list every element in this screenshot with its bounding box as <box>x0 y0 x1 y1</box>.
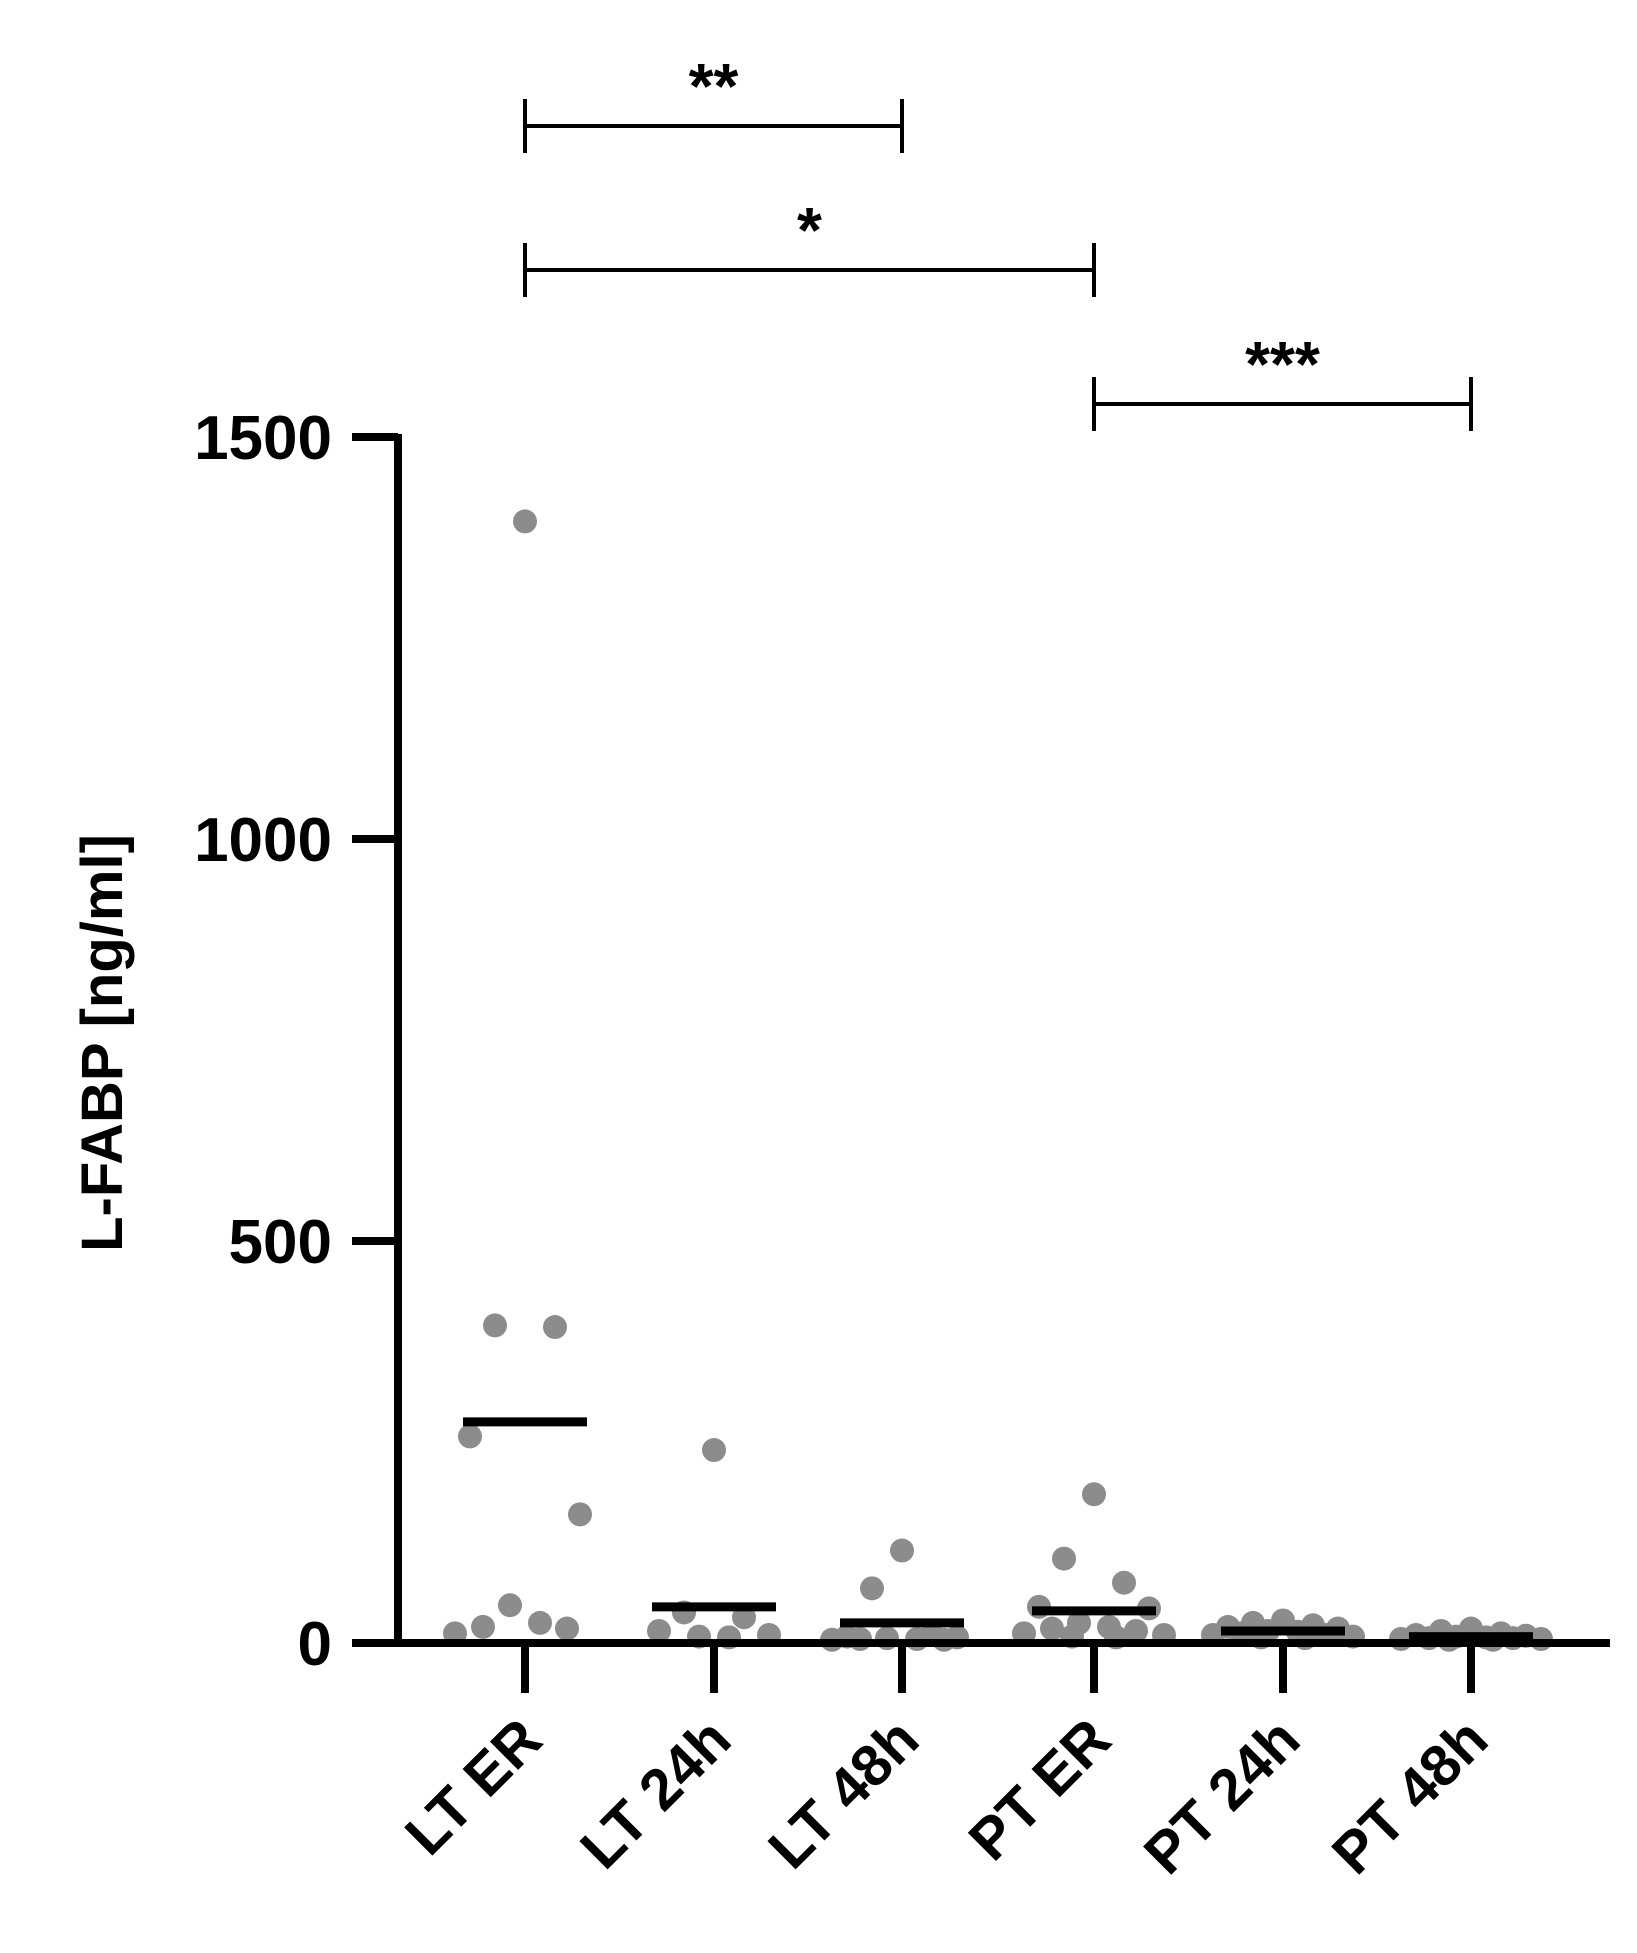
x-tick-labels: LT ER LT 24h LT 48h PT ER PT 24h PT 48h <box>393 1706 1500 1886</box>
data-point-pt-er-1 <box>1082 1482 1106 1507</box>
data-point-lt-er-2 <box>483 1313 507 1338</box>
data-point-lt-48h-2 <box>860 1576 884 1601</box>
axes <box>352 433 1610 1693</box>
comparison-lt-er-pt-er-label: * <box>797 194 822 266</box>
data-point-lt-er-3 <box>543 1315 567 1340</box>
x-tick-label-pt-24h: PT 24h <box>1132 1706 1312 1886</box>
data-point-pt-er-8 <box>1040 1616 1064 1641</box>
data-point-lt-er-1 <box>513 509 537 534</box>
y-tick-labels: 0 500 1000 1500 <box>194 404 332 1679</box>
data-point-lt-er-6 <box>498 1593 522 1618</box>
data-point-pt-er-9 <box>1124 1618 1148 1643</box>
x-tick-label-pt-er: PT ER <box>956 1706 1123 1873</box>
y-tick-label-500: 500 <box>229 1208 332 1277</box>
data-point-lt-er-4 <box>458 1424 482 1449</box>
comparison-pt-er-pt-48h-label: *** <box>1245 328 1320 400</box>
data-point-lt-er-7 <box>528 1610 552 1635</box>
data-point-lt-er-8 <box>471 1614 495 1639</box>
comparison-lt-er-lt-48h-label: ** <box>689 50 739 122</box>
x-tick-label-lt-er: LT ER <box>393 1706 554 1867</box>
x-tick-label-pt-48h: PT 48h <box>1320 1706 1500 1886</box>
data-point-lt-24h-4 <box>647 1618 671 1643</box>
mean-lines <box>463 1417 1533 1642</box>
data-point-lt-48h-1 <box>890 1538 914 1563</box>
y-tick-label-0: 0 <box>298 1610 332 1679</box>
data-point-lt-48h-8 <box>848 1626 872 1651</box>
data-point-lt-24h-1 <box>702 1438 726 1463</box>
x-tick-label-lt-24h: LT 24h <box>568 1706 743 1881</box>
data-point-lt-48h-7 <box>905 1626 929 1651</box>
data-points <box>443 509 1553 1652</box>
significance-brackets: ****** <box>523 50 1473 431</box>
data-point-lt-er-5 <box>568 1502 592 1527</box>
y-axis-label: L-FABP [ng/ml] <box>70 834 135 1252</box>
y-tick-label-1000: 1000 <box>194 806 332 875</box>
data-point-pt-er-2 <box>1052 1546 1076 1571</box>
x-tick-label-lt-48h: LT 48h <box>756 1706 931 1881</box>
data-point-pt-er-3 <box>1112 1570 1136 1595</box>
data-point-lt-er-9 <box>555 1616 579 1641</box>
y-tick-label-1500: 1500 <box>194 404 332 473</box>
